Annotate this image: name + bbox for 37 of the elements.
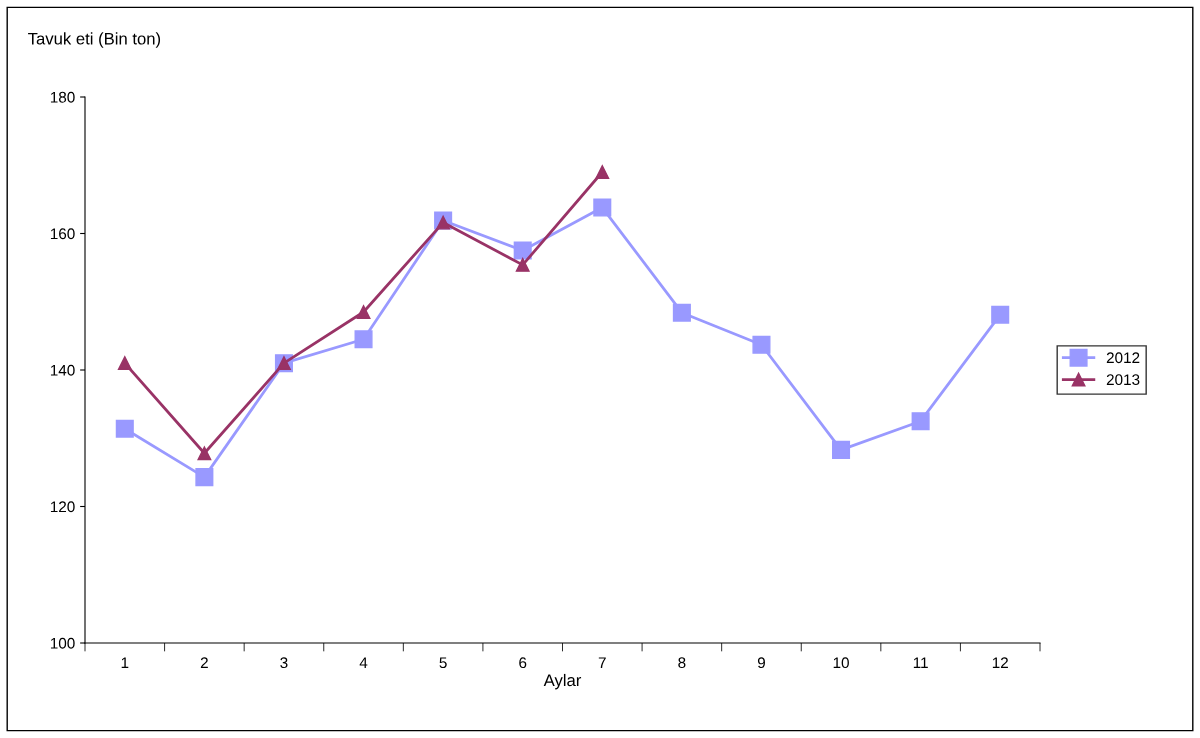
- x-tick-label: 12: [992, 657, 1008, 668]
- y-tick-label: 140: [50, 364, 75, 376]
- point: [117, 356, 132, 371]
- x-tick-label: 7: [598, 657, 606, 668]
- point: [356, 305, 371, 319]
- x-axis-title: Aylar: [543, 673, 582, 690]
- y-tick-label: 160: [50, 228, 75, 240]
- x-tick-label: 9: [757, 657, 765, 669]
- x-tick-label: 3: [280, 657, 288, 669]
- x-tick-label: 6: [519, 657, 527, 669]
- point: [436, 215, 451, 230]
- y-tick-label: 100: [50, 637, 75, 649]
- x-tick-label: 5: [439, 657, 447, 669]
- point: [354, 330, 373, 349]
- point: [595, 165, 610, 180]
- point: [991, 305, 1010, 324]
- point: [197, 446, 212, 461]
- point: [195, 468, 214, 487]
- point: [515, 257, 530, 272]
- x-tick-label: 1: [121, 657, 129, 668]
- x-tick-label: 10: [833, 657, 849, 669]
- y-axis-title: Tavuk eti (Bin ton): [28, 32, 161, 48]
- point: [672, 303, 691, 322]
- x-tick-label: 4: [359, 657, 368, 668]
- point: [593, 198, 612, 217]
- point: [832, 440, 851, 459]
- point: [115, 419, 134, 438]
- point: [752, 335, 771, 354]
- x-tick-label: 2: [200, 657, 208, 668]
- point: [513, 241, 532, 260]
- x-tick-label: 8: [678, 657, 686, 669]
- point: [911, 412, 930, 431]
- x-tick-label: 11: [913, 657, 928, 668]
- y-tick-label: 180: [50, 91, 75, 103]
- legend-label: 2012: [1106, 352, 1140, 364]
- legend-label: 2013: [1106, 374, 1140, 386]
- y-tick-label: 120: [50, 501, 75, 513]
